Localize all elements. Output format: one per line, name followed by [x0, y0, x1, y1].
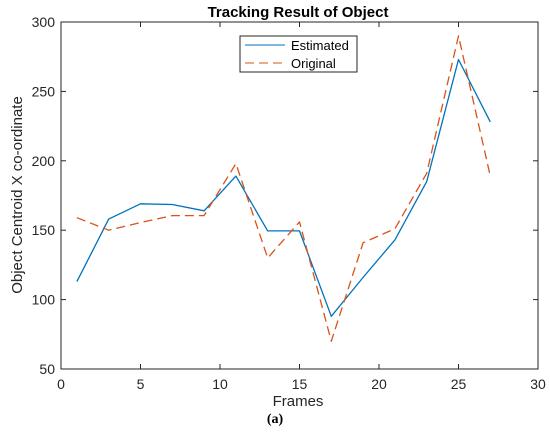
series-line-original	[76, 35, 491, 342]
figure-caption: (a)	[266, 412, 284, 427]
x-tick-label: 30	[530, 376, 546, 392]
y-tick-label: 200	[32, 153, 56, 169]
y-tick-label: 100	[32, 292, 56, 308]
x-axis-label: Frames	[273, 393, 324, 410]
x-tick-label: 25	[451, 376, 467, 392]
y-tick-label: 300	[32, 14, 56, 30]
y-axis-label: Object Centroid X co-ordinate	[9, 96, 26, 294]
y-axis: 50 100 150 200 250 300	[32, 14, 538, 377]
y-tick-label: 250	[32, 83, 56, 99]
legend-box	[239, 35, 358, 73]
y-tick-label: 50	[39, 361, 55, 377]
x-tick-label: 15	[292, 376, 308, 392]
series-layer	[76, 35, 491, 342]
chart-title: Tracking Result of Object	[208, 4, 389, 21]
y-tick-label: 150	[32, 222, 56, 238]
x-tick-label: 5	[137, 376, 145, 392]
series-line-estimated	[76, 58, 491, 317]
legend-label-original: Original	[291, 56, 336, 71]
x-tick-label: 0	[57, 376, 65, 392]
legend-label-estimated: Estimated	[291, 38, 349, 53]
x-tick-label: 10	[212, 376, 228, 392]
x-axis: 0 5 10 15 20 25 30	[57, 22, 546, 392]
x-tick-label: 20	[371, 376, 387, 392]
plot-area	[60, 21, 539, 370]
line-chart: Tracking Result of Object 0 5 10 15 20 25 30 5…	[9, 4, 546, 410]
legend: Estimated Original	[239, 35, 358, 73]
